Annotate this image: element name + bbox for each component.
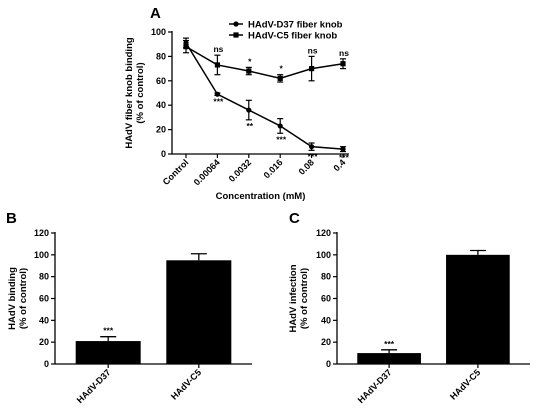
y-tick-label: 20 [39,337,49,347]
y-tick-label: 120 [316,228,331,238]
y-tick-label: 100 [316,250,331,260]
significance-label: ns [308,45,318,55]
bar-hadv-d37 [75,341,141,364]
y-axis-title-line: HAdV binding [7,267,18,330]
bar-hadv-c5 [166,260,232,364]
significance-label: *** [276,134,287,144]
legend-label: HAdV-C5 fiber knob [248,31,337,42]
data-point [309,144,315,150]
y-axis-title-line: HAdV infection [288,264,299,332]
panel-label: B [6,210,17,227]
x-tick-label: 0.00064 [192,157,222,187]
series-line-1 [185,45,344,80]
y-tick-label: 60 [39,294,49,304]
significance-label: *** [339,153,350,163]
y-tick-label: 20 [321,337,331,347]
significance-label: *** [103,326,114,336]
data-point [246,107,252,113]
data-point [183,44,189,50]
y-axis-title-line: (% of control) [18,268,29,329]
y-axis-title-line: (% of control) [135,62,146,123]
bar-hadv-c5 [446,254,510,364]
x-tick-label: 0.016 [262,157,285,180]
significance-label: * [248,56,252,66]
y-tick-label: 0 [326,359,331,369]
panel-label: A [150,5,161,22]
data-point [214,62,220,68]
significance-label: ns [339,48,349,58]
y-axis-title: HAdV infection(% of control) [288,264,310,332]
data-point [309,66,315,72]
data-point [277,123,283,129]
significance-label: *** [213,96,224,106]
significance-label: ** [246,121,253,131]
y-tick-label: 100 [34,250,49,260]
x-axis-title: Concentration (mM) [216,191,306,202]
panel-c-bar-chart: C 0 20 40 60 80 100 120 HAdV infection(% of cont… [288,210,530,405]
y-tick-label: 20 [156,125,166,135]
y-axis-title-line: (% of control) [299,268,310,329]
data-point [214,91,220,97]
y-tick-label: 40 [39,315,49,325]
significance-label: * [280,64,284,74]
x-tick-label: HAdV-C5 [448,367,482,401]
y-tick-label: 0 [44,359,49,369]
series-line-0 [185,42,344,150]
data-point [277,75,283,81]
legend-marker [233,32,239,38]
data-point [340,146,346,152]
y-tick-label: 80 [156,51,166,61]
data-point [340,61,346,67]
x-tick-label: HAdV-C5 [169,367,203,401]
significance-label: *** [384,339,395,349]
y-tick-label: 80 [321,272,331,282]
y-tick-label: 0 [161,149,166,159]
x-tick-label: Control [161,157,191,187]
y-axis-title: HAdV binding(% of control) [7,267,29,330]
significance-label: ns [213,44,223,54]
y-tick-label: 60 [321,294,331,304]
y-tick-label: 40 [321,315,331,325]
y-tick-label: 40 [156,100,166,110]
y-tick-label: 120 [34,228,49,238]
significance-label: *** [308,151,319,161]
y-tick-label: 60 [156,76,166,86]
bar-hadv-d37 [357,353,421,364]
x-tick-label: HAdV-D37 [356,367,394,405]
x-tick-label: HAdV-D37 [75,367,113,405]
legend-label: HAdV-D37 fiber knob [248,20,343,31]
y-tick-label: 100 [151,27,166,37]
data-point [246,68,252,74]
y-axis-title-line: HAdV fiber knob binding [124,37,135,149]
legend-marker [233,21,239,27]
y-tick-label: 80 [39,272,49,282]
panel-b-bar-chart: B 0 20 40 60 80 100 120 HAdV binding(% of contro… [6,210,252,405]
x-tick-label: 0.0032 [227,157,254,184]
panel-label: C [289,210,300,227]
y-axis-title: HAdV fiber knob binding(% of control) [124,37,146,149]
